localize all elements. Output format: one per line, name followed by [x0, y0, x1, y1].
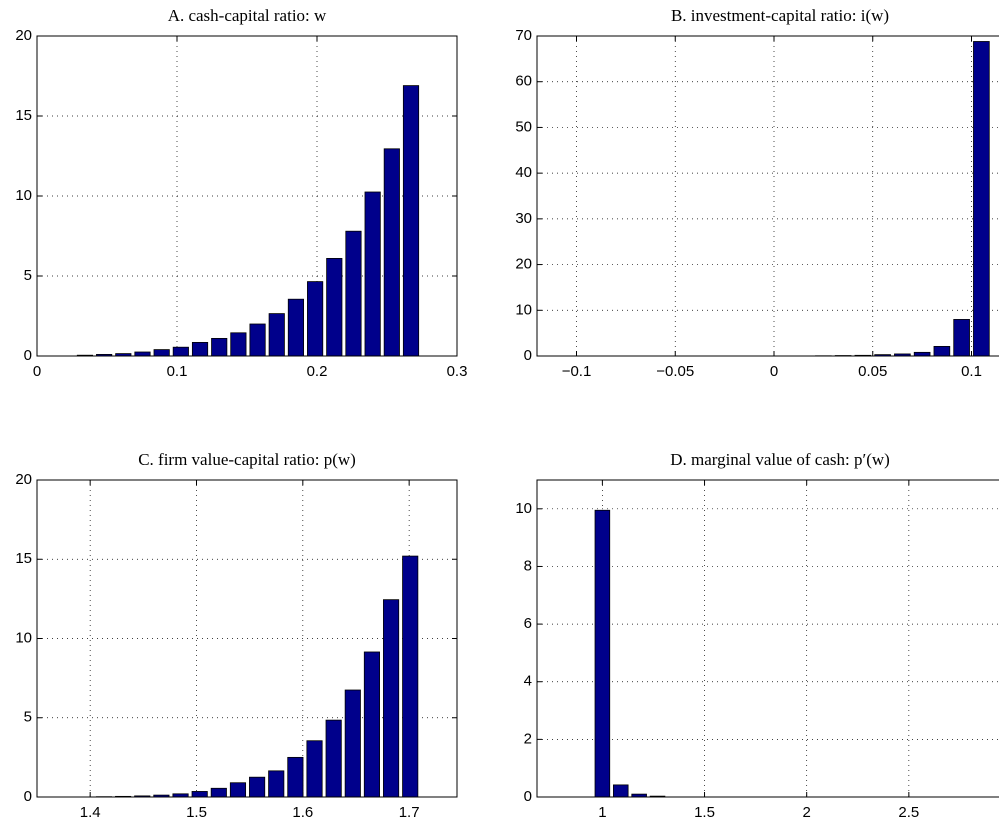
x-tick-label: 1.4	[80, 804, 101, 821]
histogram-bar	[249, 323, 266, 357]
x-tick-label: 2	[803, 804, 811, 821]
histogram-bar	[134, 351, 151, 357]
histogram-bar	[307, 281, 324, 357]
axes-frame	[36, 479, 458, 798]
histogram-bar	[229, 782, 247, 798]
histogram-bar	[306, 740, 323, 798]
y-tick-label: 15	[15, 107, 32, 124]
x-tick-label: 2.5	[898, 804, 919, 821]
histogram-bar	[211, 337, 228, 357]
y-tick-label: 8	[524, 557, 532, 574]
chart-title: B. investment-capital ratio: i(w)	[671, 6, 889, 25]
histogram-bar	[287, 298, 305, 357]
y-tick-label: 70	[515, 27, 532, 44]
histogram-bar	[153, 349, 170, 357]
x-tick-label: 0.05	[858, 363, 887, 380]
histogram-bar	[383, 599, 400, 798]
histogram-bar	[913, 351, 931, 357]
y-tick-label: 20	[15, 27, 32, 44]
histogram-bar	[973, 41, 990, 357]
y-tick-label: 10	[515, 301, 532, 318]
chart-title: D. marginal value of cash: p′(w)	[670, 450, 890, 469]
x-tick-label: 0	[770, 363, 778, 380]
axes-frame	[536, 35, 999, 357]
histogram-bar	[402, 555, 419, 798]
y-tick-label: 20	[15, 471, 32, 488]
histogram-bar	[402, 85, 420, 357]
y-tick-label: 6	[524, 615, 532, 632]
x-tick-label: 1.5	[186, 804, 207, 821]
histogram-bar	[172, 346, 189, 357]
x-tick-label: 0	[33, 363, 41, 380]
histogram-bar	[613, 784, 629, 798]
histogram-bar	[210, 787, 227, 798]
x-tick-label: −0.1	[562, 363, 592, 380]
histogram-bar	[345, 230, 362, 357]
y-tick-label: 4	[524, 673, 532, 690]
y-tick-label: 10	[515, 500, 532, 517]
histogram-bar	[326, 257, 343, 357]
histogram-bar	[363, 651, 380, 798]
y-tick-label: 10	[15, 187, 32, 204]
y-tick-label: 0	[524, 788, 532, 805]
x-tick-label: −0.05	[656, 363, 694, 380]
y-tick-label: 60	[515, 73, 532, 90]
y-tick-label: 40	[515, 164, 532, 181]
y-tick-label: 5	[24, 709, 32, 726]
y-tick-label: 0	[24, 347, 32, 364]
histogram-bar	[191, 791, 208, 798]
histogram-bar	[249, 776, 266, 798]
x-tick-label: 0.1	[961, 363, 982, 380]
axes-frame	[36, 35, 458, 357]
histogram-bar	[344, 689, 361, 798]
x-tick-label: 0.3	[447, 363, 468, 380]
histogram-bar	[953, 319, 970, 357]
histogram-bar	[325, 719, 342, 798]
chart-title: C. firm value-capital ratio: p(w)	[138, 450, 356, 469]
histogram-bar	[191, 341, 209, 357]
histogram-bar	[933, 345, 951, 357]
y-tick-label: 0	[524, 347, 532, 364]
y-tick-label: 50	[515, 118, 532, 135]
histogram-bar	[268, 313, 285, 357]
y-tick-label: 0	[24, 788, 32, 805]
x-tick-label: 1	[598, 804, 606, 821]
y-tick-label: 30	[515, 210, 532, 227]
x-tick-label: 1.7	[399, 804, 420, 821]
histogram-bar	[268, 770, 285, 798]
y-tick-label: 20	[515, 256, 532, 273]
x-tick-label: 1.5	[694, 804, 715, 821]
axes-frame	[536, 479, 999, 798]
histogram-bar	[230, 332, 247, 357]
chart-title: A. cash-capital ratio: w	[168, 6, 327, 25]
y-tick-label: 5	[24, 267, 32, 284]
histogram-bar	[383, 148, 400, 357]
x-tick-label: 0.2	[307, 363, 328, 380]
histogram-bar	[364, 191, 381, 357]
histogram-bar	[287, 756, 304, 798]
x-tick-label: 0.1	[167, 363, 188, 380]
y-tick-label: 2	[524, 730, 532, 747]
y-tick-label: 10	[15, 629, 32, 646]
histogram-bar	[594, 509, 611, 798]
x-tick-label: 1.6	[292, 804, 313, 821]
y-tick-label: 15	[15, 550, 32, 567]
